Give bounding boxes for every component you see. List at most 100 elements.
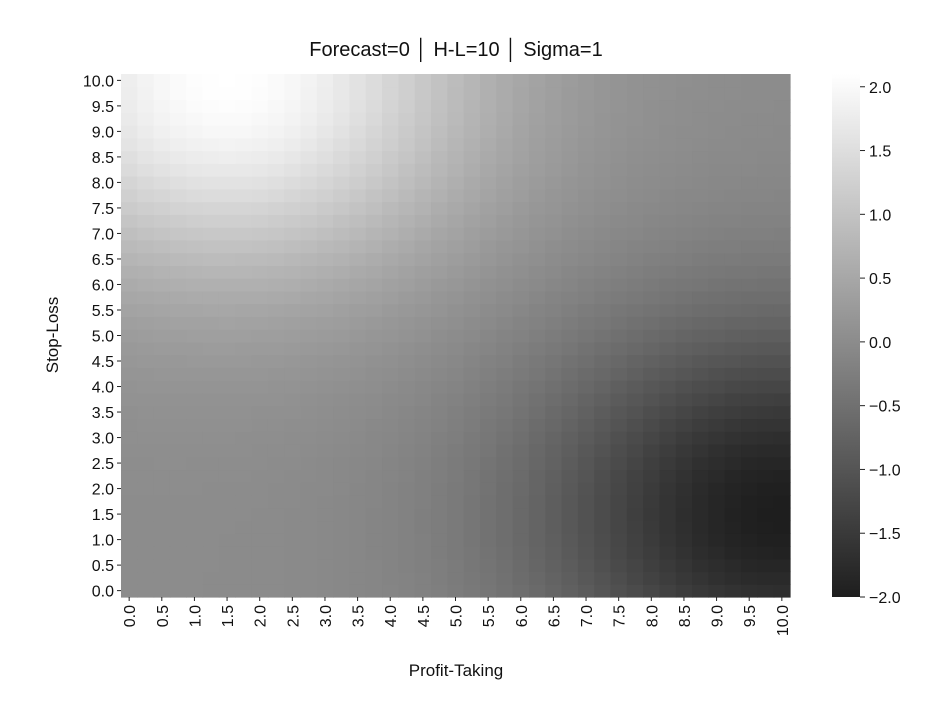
heatmap-cell	[545, 86, 563, 101]
heatmap-cell	[577, 252, 595, 266]
heatmap-cell	[724, 392, 742, 407]
heatmap-cell	[626, 354, 644, 368]
heatmap-cell	[692, 176, 710, 190]
heatmap-cell	[235, 252, 253, 266]
heatmap-cell	[594, 418, 612, 432]
heatmap-cell	[479, 188, 497, 203]
heatmap-cell	[267, 137, 285, 152]
heatmap-cell	[121, 239, 138, 254]
heatmap-cell	[463, 74, 481, 88]
heatmap-cell	[316, 456, 334, 471]
heatmap-cell	[202, 507, 220, 522]
heatmap-cell	[577, 188, 595, 203]
heatmap-cell	[414, 86, 432, 101]
heatmap-cell	[316, 507, 334, 522]
heatmap-cell	[659, 533, 677, 547]
heatmap-cell	[741, 188, 758, 203]
heatmap-cell	[561, 265, 579, 279]
heatmap-cell	[594, 316, 612, 330]
heatmap-cell	[137, 354, 155, 368]
heatmap-cell	[169, 533, 187, 547]
heatmap-cell	[545, 494, 563, 509]
heatmap-cell	[316, 74, 334, 88]
heatmap-cell	[741, 584, 758, 598]
heatmap-cell	[643, 545, 661, 560]
heatmap-cell	[316, 431, 334, 445]
heatmap-cell	[479, 290, 497, 305]
heatmap-cell	[267, 392, 285, 407]
heatmap-cell	[577, 520, 595, 534]
heatmap-cell	[431, 494, 448, 509]
heatmap-cell	[349, 290, 367, 305]
heatmap-cell	[431, 112, 448, 126]
heatmap-cell	[365, 392, 383, 407]
heatmap-cell	[577, 316, 595, 330]
heatmap-cell	[202, 125, 220, 139]
heatmap-cell	[692, 278, 710, 292]
heatmap-cell	[773, 74, 791, 88]
heatmap-cell	[267, 99, 285, 113]
heatmap-cell	[267, 545, 285, 560]
heatmap-cell	[414, 188, 432, 203]
heatmap-cell	[316, 558, 334, 573]
heatmap-cell	[414, 137, 432, 152]
heatmap-cell	[643, 405, 661, 420]
heatmap-cell	[202, 571, 220, 585]
heatmap-cell	[235, 520, 253, 534]
heatmap-cell	[414, 380, 432, 394]
heatmap-cell	[186, 558, 204, 573]
heatmap-cell	[675, 405, 693, 420]
heatmap-cell	[153, 112, 171, 126]
heatmap-cell	[675, 278, 693, 292]
heatmap-cell	[349, 329, 367, 343]
heatmap-cell	[349, 86, 367, 101]
heatmap-cell	[153, 456, 171, 471]
heatmap-cell	[496, 214, 514, 228]
heatmap-cell	[643, 431, 661, 445]
heatmap-cell	[267, 188, 285, 203]
heatmap-cell	[153, 74, 171, 88]
heatmap-cell	[300, 74, 318, 88]
heatmap-cell	[577, 227, 595, 241]
heatmap-cell	[545, 112, 563, 126]
heatmap-cell	[202, 354, 220, 368]
heatmap-cell	[431, 125, 448, 139]
heatmap-cell	[479, 443, 497, 458]
heatmap-cell	[202, 341, 220, 356]
heatmap-cell	[121, 86, 138, 101]
heatmap-cell	[382, 418, 399, 432]
heatmap-cell	[626, 125, 644, 139]
heatmap-cell	[186, 74, 204, 88]
heatmap-cell	[349, 176, 367, 190]
heatmap-cell	[153, 150, 171, 164]
heatmap-cell	[284, 227, 302, 241]
heatmap-cell	[757, 290, 775, 305]
heatmap-cell	[757, 74, 775, 88]
heatmap-cell	[626, 392, 644, 407]
heatmap-cell	[577, 571, 595, 585]
heatmap-cell	[137, 329, 155, 343]
heatmap-cell	[741, 290, 758, 305]
heatmap-cell	[300, 520, 318, 534]
heatmap-cell	[251, 163, 269, 177]
heatmap-cell	[626, 290, 644, 305]
heatmap-cell	[496, 482, 514, 496]
heatmap-cell	[692, 558, 710, 573]
heatmap-cell	[202, 380, 220, 394]
heatmap-cell	[349, 252, 367, 266]
heatmap-cell	[316, 137, 334, 152]
heatmap-cell	[594, 443, 612, 458]
heatmap-cell	[675, 431, 693, 445]
heatmap-cell	[773, 405, 791, 420]
y-tick-label: 3.5	[92, 405, 114, 422]
heatmap-cell	[431, 176, 448, 190]
heatmap-cell	[659, 354, 677, 368]
heatmap-cell	[169, 227, 187, 241]
heatmap-cell	[773, 303, 791, 317]
heatmap-cell	[431, 469, 448, 483]
heatmap-cell	[121, 137, 138, 152]
heatmap-cell	[479, 392, 497, 407]
heatmap-cell	[512, 520, 530, 534]
heatmap-cell	[284, 507, 302, 522]
heatmap-cell	[447, 418, 465, 432]
